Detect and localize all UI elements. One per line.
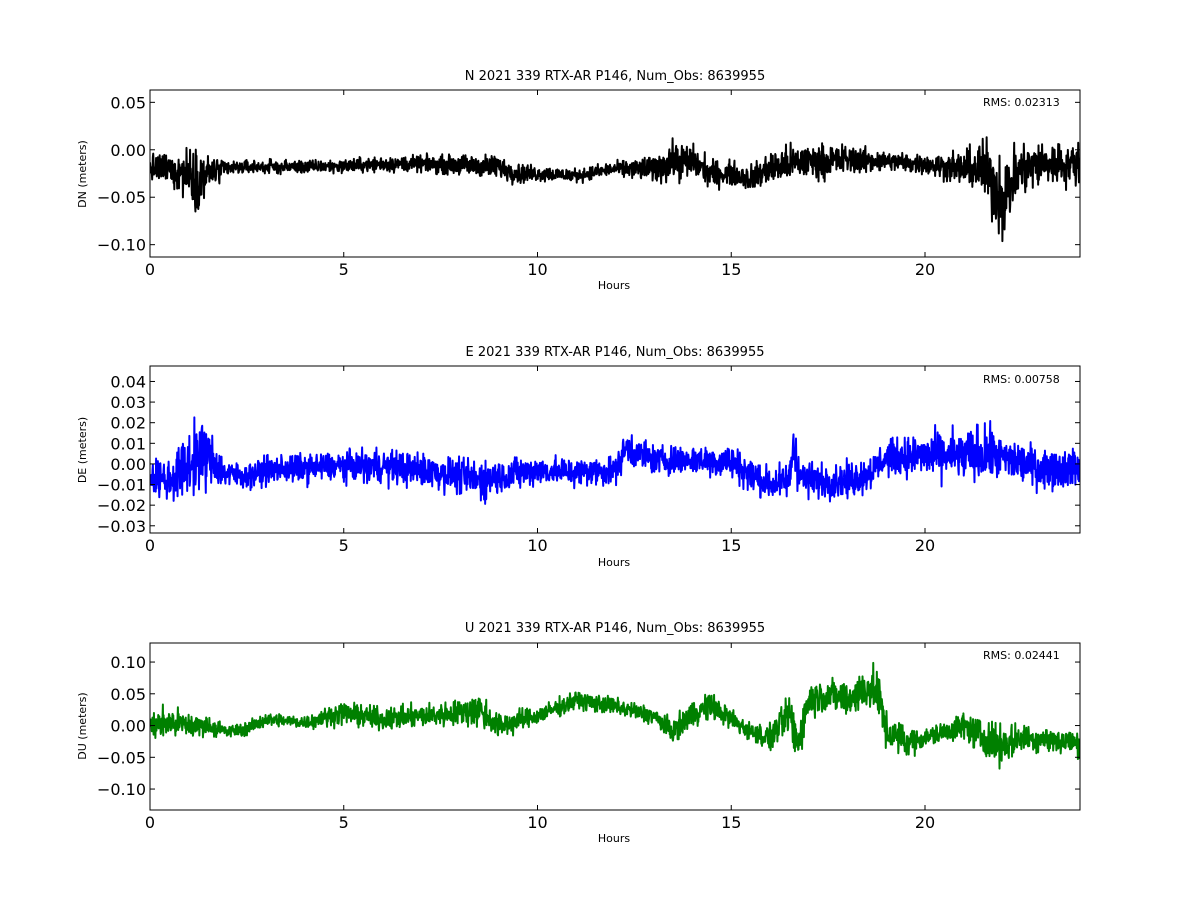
x-tick-label: 15 [721, 536, 741, 555]
y-tick-label: 0.00 [110, 141, 146, 160]
rms-annotation: RMS: 0.02313 [983, 96, 1060, 109]
x-axis-label: Hours [598, 832, 630, 845]
rms-annotation: RMS: 0.00758 [983, 373, 1060, 386]
series-layer [150, 416, 1080, 505]
y-axis-label: DN (meters) [76, 140, 89, 208]
y-ticks: 0.10 0.05 0.00 −0.05 −0.10 [97, 653, 1080, 799]
x-tick-label: 10 [527, 260, 547, 279]
panel-east: E 2021 339 RTX-AR P146, Num_Obs: 8639955… [76, 345, 1081, 569]
y-tick-label: 0.00 [110, 717, 146, 736]
x-axis-label: Hours [598, 556, 630, 569]
x-ticks: 0 5 10 15 20 [145, 643, 935, 832]
y-ticks: 0.05 0.00 −0.05 −0.10 [97, 93, 1080, 255]
rms-annotation: RMS: 0.02441 [983, 649, 1060, 662]
plot-area [150, 90, 1080, 257]
y-tick-label: −0.03 [97, 517, 146, 536]
y-tick-label: −0.05 [97, 188, 146, 207]
series-layer [150, 136, 1080, 243]
y-tick-label: 0.05 [110, 685, 146, 704]
panel-title: E 2021 339 RTX-AR P146, Num_Obs: 8639955 [466, 345, 765, 360]
y-tick-label: 0.10 [110, 653, 146, 672]
panel-title: N 2021 339 RTX-AR P146, Num_Obs: 8639955 [465, 69, 765, 84]
x-tick-label: 20 [915, 260, 935, 279]
series-line [150, 416, 1080, 505]
panel-north: N 2021 339 RTX-AR P146, Num_Obs: 8639955… [76, 69, 1081, 292]
y-axis-label: DE (meters) [76, 417, 89, 483]
y-tick-label: −0.01 [97, 476, 146, 495]
series-line [150, 661, 1080, 770]
y-tick-label: 0.00 [110, 455, 146, 474]
y-tick-label: 0.01 [110, 434, 146, 453]
x-tick-label: 20 [915, 536, 935, 555]
x-tick-label: 10 [527, 813, 547, 832]
x-tick-label: 5 [339, 813, 349, 832]
y-tick-label: −0.05 [97, 748, 146, 767]
x-ticks: 0 5 10 15 20 [145, 366, 935, 555]
x-tick-label: 0 [145, 260, 155, 279]
axes-frame [149, 89, 1081, 258]
panel-title: U 2021 339 RTX-AR P146, Num_Obs: 8639955 [465, 621, 765, 636]
x-axis-label: Hours [598, 279, 630, 292]
y-tick-label: 0.03 [110, 393, 146, 412]
y-ticks: 0.04 0.03 0.020.01 0.00 −0.01−0.02 −0.03 [97, 372, 1080, 536]
x-tick-label: 0 [145, 813, 155, 832]
y-tick-label: −0.10 [97, 780, 146, 799]
x-tick-label: 5 [339, 260, 349, 279]
y-axis-label: DU (meters) [76, 692, 89, 759]
panel-up: U 2021 339 RTX-AR P146, Num_Obs: 8639955… [76, 621, 1081, 845]
y-tick-label: −0.10 [97, 236, 146, 255]
y-tick-label: 0.04 [110, 372, 146, 391]
x-ticks: 0 5 10 15 20 [145, 90, 935, 279]
y-tick-label: 0.05 [110, 93, 146, 112]
y-tick-label: 0.02 [110, 414, 146, 433]
axes-frame [149, 642, 1081, 811]
x-tick-label: 15 [721, 260, 741, 279]
x-tick-label: 10 [527, 536, 547, 555]
x-tick-label: 0 [145, 536, 155, 555]
x-tick-label: 20 [915, 813, 935, 832]
x-tick-label: 15 [721, 813, 741, 832]
y-tick-label: −0.02 [97, 496, 146, 515]
series-line [150, 136, 1080, 243]
axes-frame [149, 365, 1081, 534]
series-layer [150, 661, 1080, 770]
x-tick-label: 5 [339, 536, 349, 555]
